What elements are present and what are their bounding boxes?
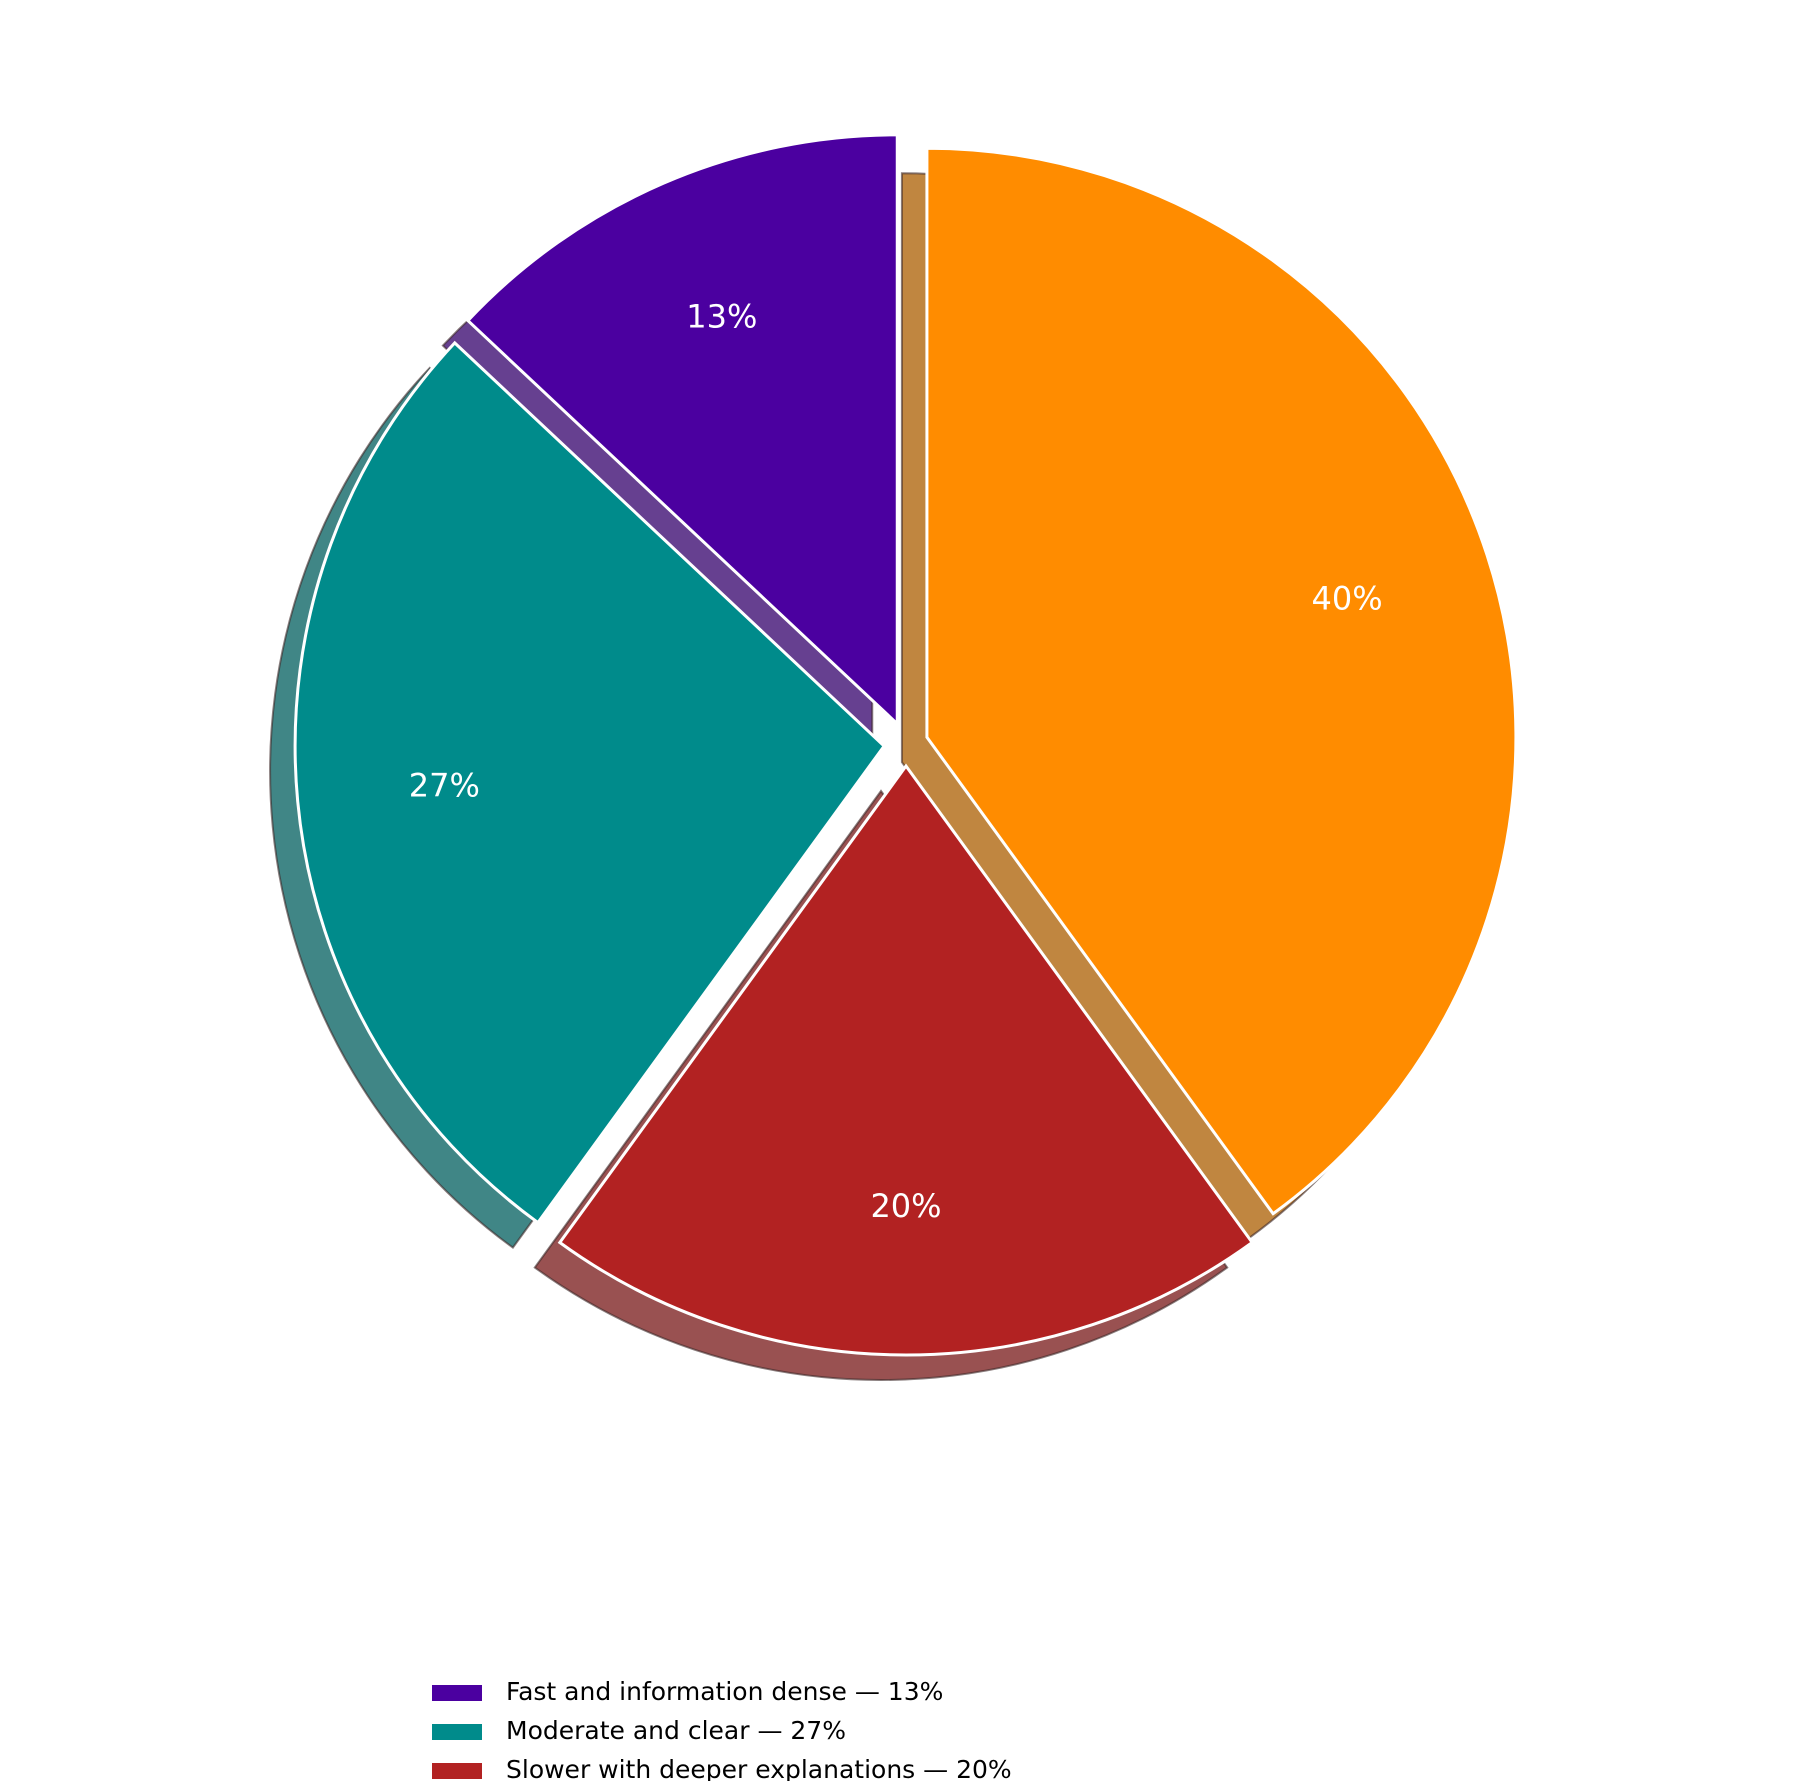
slice-label: 27% bbox=[409, 767, 480, 805]
slice-label: 20% bbox=[870, 1187, 941, 1225]
slice-label: 13% bbox=[686, 297, 757, 335]
legend-label: Moderate and clear — 27% bbox=[506, 1716, 846, 1745]
legend-swatch bbox=[432, 1685, 482, 1701]
slice bbox=[293, 340, 887, 1225]
slice bbox=[465, 133, 899, 728]
legend-swatch bbox=[432, 1724, 482, 1740]
slice bbox=[925, 146, 1518, 1216]
slice bbox=[557, 763, 1255, 1357]
legend-label: Fast and information dense — 13% bbox=[506, 1677, 943, 1706]
slice-label: 40% bbox=[1311, 580, 1382, 618]
legend-label: Slower with deeper explanations — 20% bbox=[506, 1755, 1012, 1781]
legend-swatch bbox=[432, 1763, 482, 1779]
